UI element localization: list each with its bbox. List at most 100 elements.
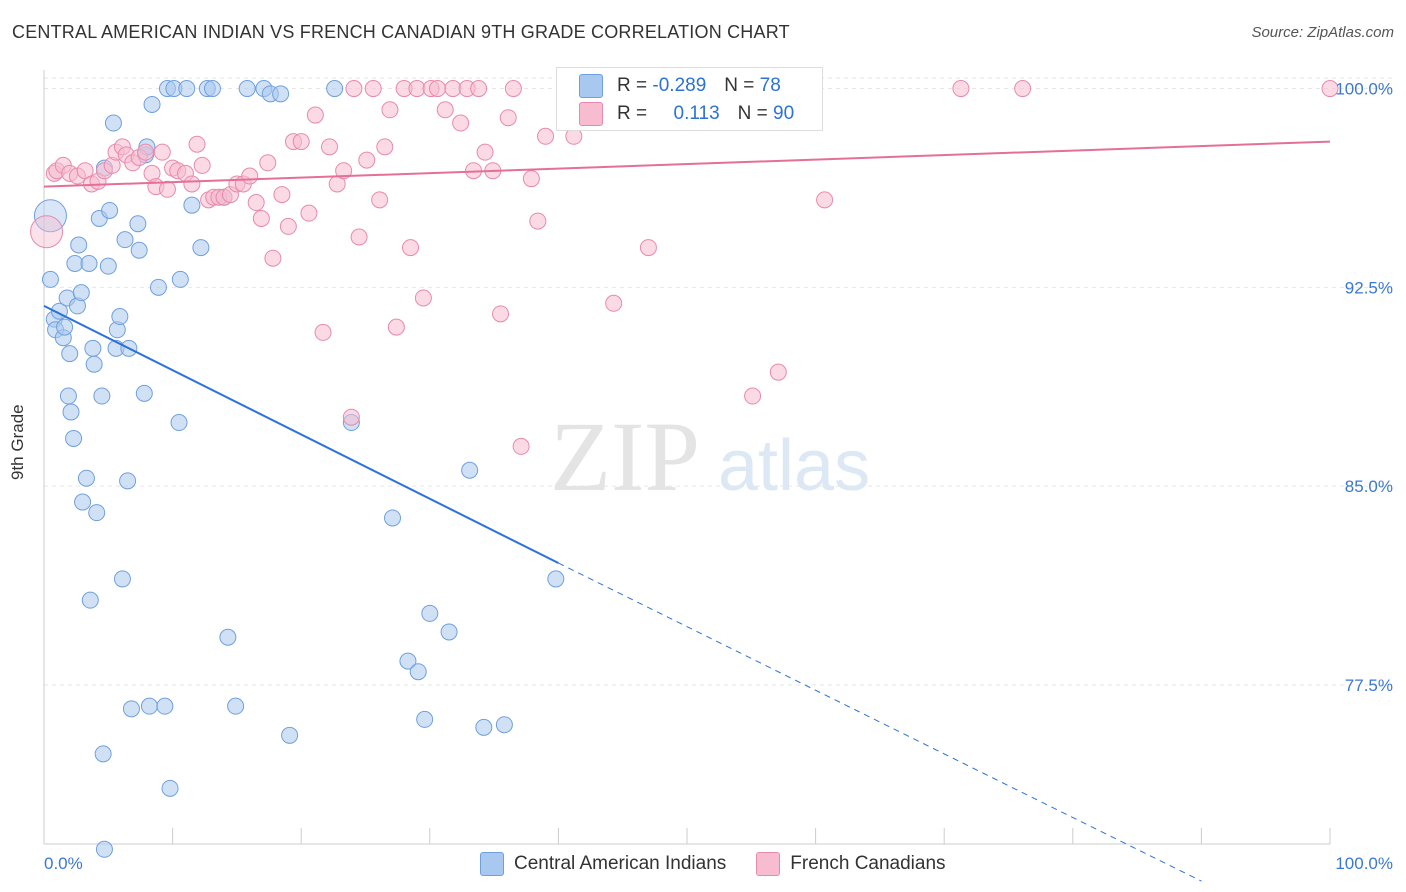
central-american-indian-point bbox=[149, 278, 167, 296]
french-canadian-trend-line bbox=[43, 140, 1331, 188]
french-canadian-point bbox=[499, 109, 517, 127]
french-canadian-point bbox=[259, 154, 277, 172]
central-american-indian-point bbox=[88, 504, 106, 522]
central-american-indian-point bbox=[547, 570, 565, 588]
french-canadian-point bbox=[376, 138, 394, 156]
french-canadian-point bbox=[639, 239, 657, 257]
stats-legend: R = -0.289 N = 78 R = 0.113 N = 90 bbox=[556, 67, 823, 131]
data-points bbox=[30, 80, 1339, 858]
central-american-indian-point bbox=[161, 779, 179, 797]
central-american-indian-point bbox=[104, 114, 122, 132]
chart-title: CENTRAL AMERICAN INDIAN VS FRENCH CANADI… bbox=[12, 22, 790, 42]
legend-n-value: 90 bbox=[773, 103, 795, 124]
central-american-indian-point bbox=[111, 308, 129, 326]
legend-label: Central American Indians bbox=[514, 853, 727, 874]
central-american-indian-point bbox=[62, 403, 80, 421]
central-american-indian-point bbox=[384, 509, 402, 527]
legend-swatch-pink bbox=[756, 852, 781, 876]
central-american-indian-point bbox=[130, 241, 148, 259]
legend-n-value: 78 bbox=[759, 75, 781, 96]
french-canadian-point bbox=[816, 191, 834, 209]
french-canadian-point bbox=[429, 80, 447, 98]
legend-r-label: R = bbox=[617, 75, 648, 96]
legend-r-value: 0.113 bbox=[673, 103, 720, 124]
y-tick-label: 85.0% bbox=[1345, 477, 1393, 496]
french-canadian-point bbox=[273, 186, 291, 204]
french-canadian-point bbox=[247, 194, 265, 212]
central-american-indian-point bbox=[440, 623, 458, 641]
central-american-indian-point bbox=[113, 570, 131, 588]
central-american-indian-point bbox=[140, 697, 158, 715]
central-american-indian-point bbox=[41, 270, 59, 288]
french-canadian-point bbox=[188, 135, 206, 153]
french-canadian-point bbox=[444, 80, 462, 98]
central-american-indian-point bbox=[171, 270, 189, 288]
central-american-indian-point bbox=[238, 80, 256, 98]
series-legend: Central American Indians French Canadian… bbox=[480, 852, 976, 876]
watermark-atlas: atlas bbox=[718, 426, 870, 506]
central-american-indian-point bbox=[143, 95, 161, 113]
central-american-indian-point bbox=[219, 628, 237, 646]
french-canadian-point bbox=[241, 167, 259, 185]
central-american-indian-point bbox=[99, 257, 117, 275]
central-american-indian-point bbox=[65, 429, 83, 447]
french-canadian-point bbox=[158, 180, 176, 198]
central-american-indian-point bbox=[59, 387, 77, 405]
trend-lines bbox=[43, 140, 1331, 882]
french-canadian-point bbox=[408, 80, 426, 98]
central-american-indian-point bbox=[81, 591, 99, 609]
central-american-indian-point bbox=[183, 196, 201, 214]
french-canadian-point bbox=[402, 239, 420, 257]
french-canadian-point bbox=[193, 156, 211, 174]
french-canadian-point bbox=[512, 437, 530, 455]
central-american-indian-point bbox=[74, 493, 92, 511]
central-american-indian-point bbox=[72, 284, 90, 302]
central-american-indian-point bbox=[192, 239, 210, 257]
central-american-indian-point bbox=[475, 718, 493, 736]
french-canadian-point bbox=[504, 80, 522, 98]
legend-item-french-canadians[interactable]: French Canadians bbox=[756, 852, 946, 876]
french-canadian-point bbox=[381, 101, 399, 119]
x-tick-label: 100.0% bbox=[1335, 854, 1393, 873]
y-tick-label: 77.5% bbox=[1345, 676, 1393, 695]
central-american-indian-point bbox=[93, 387, 111, 405]
french-canadian-point bbox=[358, 151, 376, 169]
legend-r-value: -0.289 bbox=[652, 75, 707, 96]
central-american-indian-point bbox=[281, 726, 299, 744]
french-canadian-point bbox=[537, 127, 555, 145]
french-canadian-point bbox=[30, 215, 64, 249]
x-tick-label: 0.0% bbox=[44, 854, 83, 873]
chart-source: Source: ZipAtlas.com bbox=[1251, 24, 1394, 41]
central-american-indian-point bbox=[122, 700, 140, 718]
french-canadian-point bbox=[350, 228, 368, 246]
central-american-indian-point bbox=[70, 236, 88, 254]
central-american-indian-point bbox=[178, 80, 196, 98]
central-american-indian-point bbox=[416, 710, 434, 728]
central-american-indian-point bbox=[326, 80, 344, 98]
central-american-indian-point bbox=[129, 215, 147, 233]
french-canadian-point bbox=[183, 175, 201, 193]
french-canadian-point bbox=[492, 305, 510, 323]
y-tick-label: 92.5% bbox=[1345, 278, 1393, 297]
axes bbox=[43, 70, 1331, 845]
central-american-indian-point bbox=[84, 339, 102, 357]
french-canadian-point bbox=[371, 191, 389, 209]
y-tick-labels: 77.5% 85.0% 92.5% 100.0% bbox=[1335, 80, 1393, 695]
central-american-indian-point bbox=[80, 255, 98, 272]
french-canadian-point bbox=[335, 162, 353, 180]
french-canadian-point bbox=[529, 212, 547, 230]
french-canadian-point bbox=[605, 294, 623, 312]
french-canadian-point bbox=[279, 217, 297, 235]
french-canadian-point bbox=[264, 249, 282, 267]
central-american-indian-point bbox=[61, 345, 79, 363]
central-american-indian-point bbox=[421, 604, 439, 622]
central-american-indian-trend-extension bbox=[558, 562, 1202, 882]
x-tick-labels: 0.0% 100.0% bbox=[44, 854, 1393, 873]
legend-n-label: N = bbox=[724, 75, 755, 96]
central-american-indian-point bbox=[399, 652, 417, 670]
french-canadian-point bbox=[1321, 80, 1339, 98]
legend-item-central-american-indians[interactable]: Central American Indians bbox=[480, 852, 726, 876]
central-american-indian-point bbox=[95, 840, 113, 858]
central-american-indian-point bbox=[135, 384, 153, 402]
